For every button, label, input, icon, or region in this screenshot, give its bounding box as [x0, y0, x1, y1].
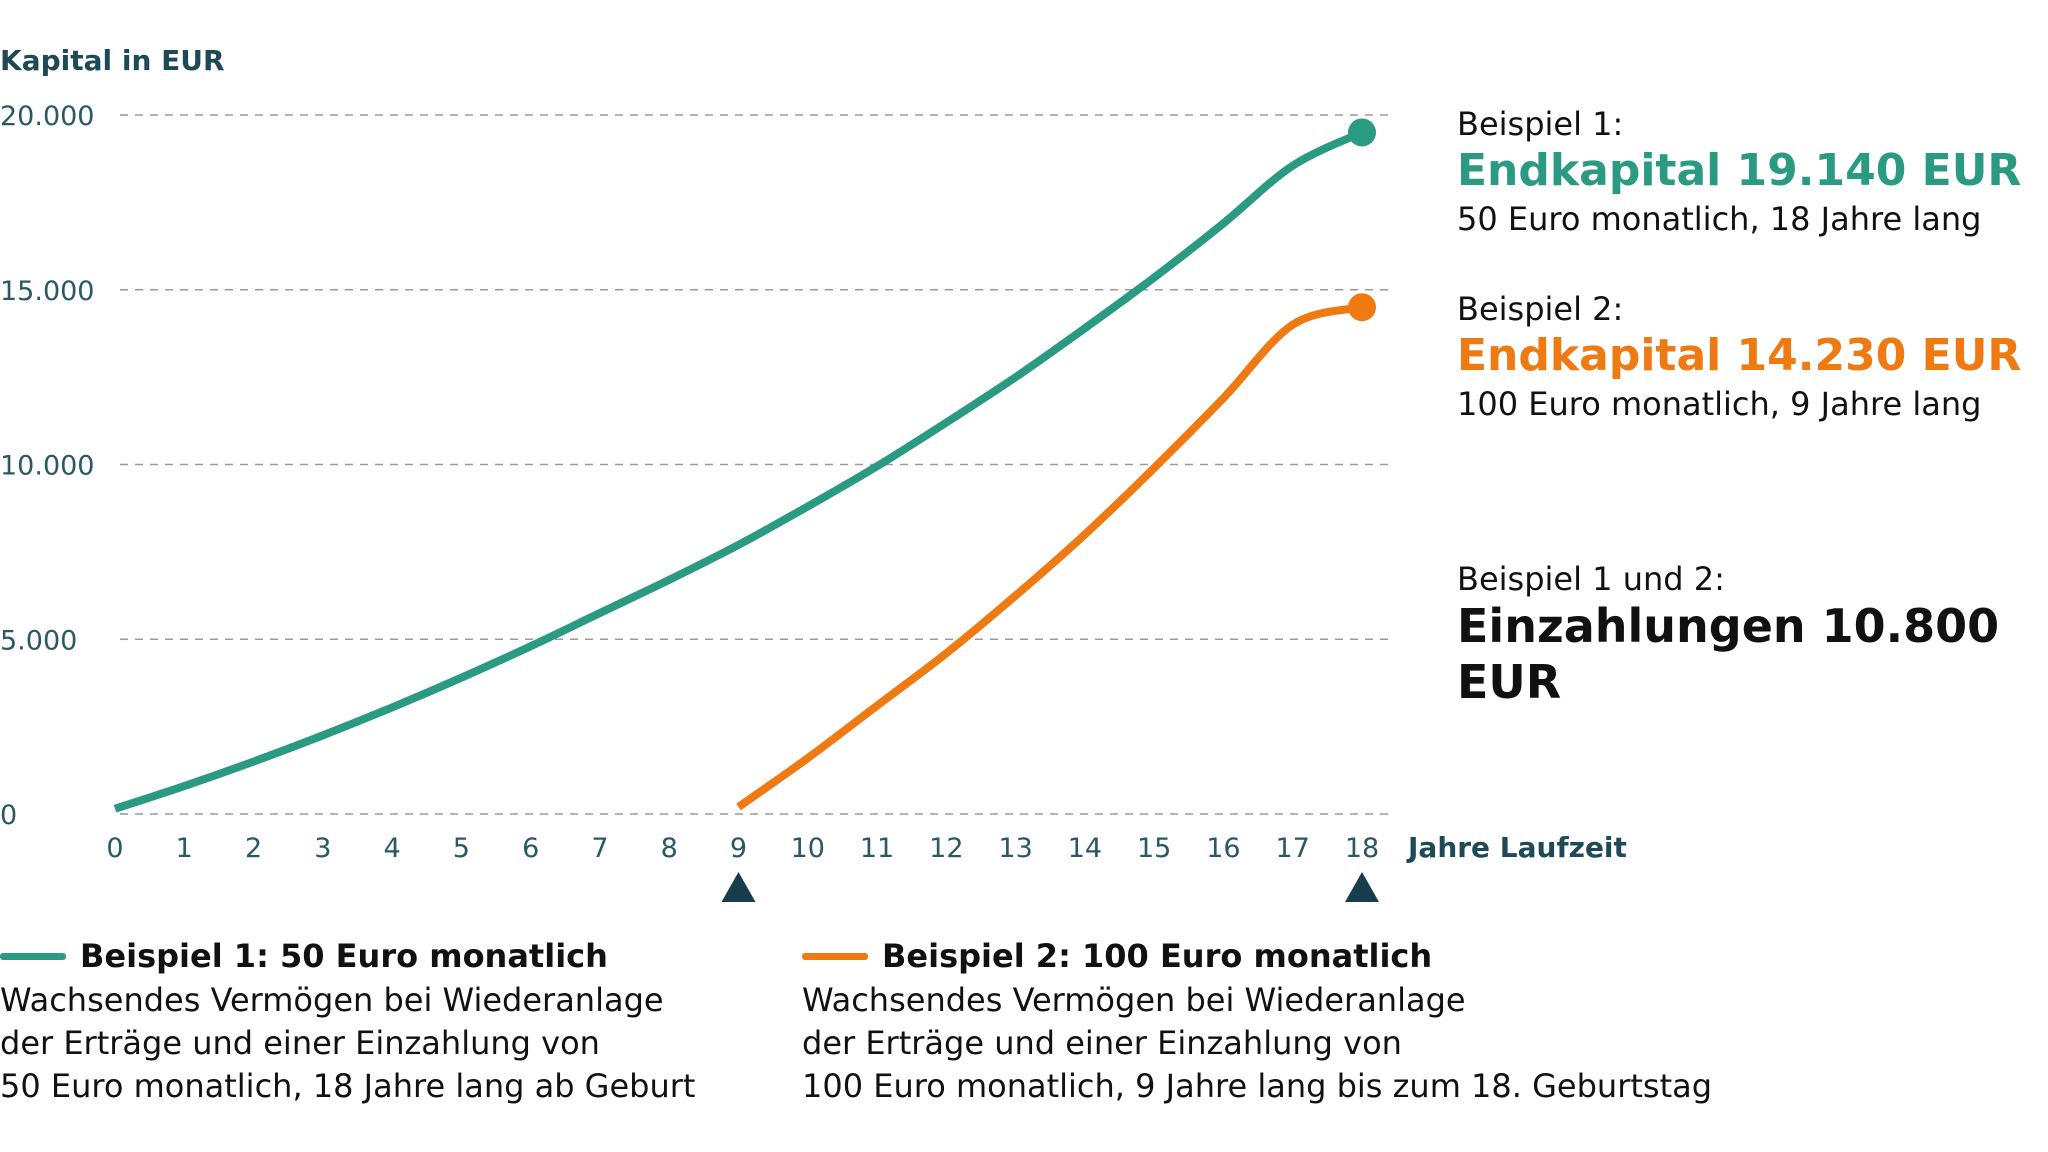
- x-tick-label: 6: [522, 833, 539, 864]
- legend-example-1: Beispiel 1: 50 Euro monatlich Wachsendes…: [0, 935, 695, 1108]
- legend-1-line-2: der Erträge und einer Einzahlung von: [0, 1024, 600, 1062]
- legend-2-description: Wachsendes Vermögen bei Wiederanlage der…: [802, 979, 1712, 1108]
- x-tick-label: 17: [1276, 833, 1310, 864]
- y-tick-labels: 0 5.000 10.000 15.000 20.000: [0, 101, 94, 831]
- legend-2-title: Beispiel 2: 100 Euro monatlich: [882, 937, 1433, 975]
- annotation-2-detail: 100 Euro monatlich, 9 Jahre lang: [1457, 385, 1982, 423]
- y-tick-label: 10.000: [0, 451, 94, 482]
- gridlines: [120, 114, 1392, 815]
- legend-1-line-3: 50 Euro monatlich, 18 Jahre lang ab Gebu…: [0, 1067, 696, 1105]
- legend-1-description: Wachsendes Vermögen bei Wiederanlage der…: [0, 979, 695, 1108]
- legend-2-header: Beispiel 2: 100 Euro monatlich: [802, 935, 1712, 977]
- annotation-3-einzahlungen: Einzahlungen 10.800 EUR: [1457, 599, 2000, 709]
- legend-2-line-3: 100 Euro monatlich, 9 Jahre lang bis zum…: [802, 1067, 1713, 1105]
- series-line-2: [736, 303, 1363, 811]
- x-tick-label: 3: [314, 833, 331, 864]
- annotation-2-prefix: Beispiel 2:: [1457, 290, 1624, 328]
- x-tick-label: 0: [106, 833, 123, 864]
- x-tick-label: 12: [929, 833, 963, 864]
- legend-1-swatch: [0, 952, 66, 960]
- x-axis-label: Jahre Laufzeit: [1406, 831, 1627, 864]
- legend-1-title: Beispiel 1: 50 Euro monatlich: [80, 937, 608, 975]
- x-tick-label: 8: [661, 833, 678, 864]
- x-tick-label: 11: [860, 833, 894, 864]
- annotation-1-endkapital: Endkapital 19.140 EUR: [1457, 145, 2022, 196]
- y-tick-label: 0: [0, 800, 17, 831]
- x-tick-label: 10: [791, 833, 825, 864]
- legend-2-line-1: Wachsendes Vermögen bei Wiederanlage: [802, 981, 1466, 1019]
- legend-2-swatch: [802, 952, 868, 960]
- x-tick-label: 9: [730, 833, 747, 864]
- annotation-example-1: Beispiel 1: Endkapital 19.140 EUR 50 Eur…: [1457, 105, 2021, 239]
- series-line-1: [113, 128, 1364, 813]
- legend-1-header: Beispiel 1: 50 Euro monatlich: [0, 935, 695, 977]
- annotation-both: Beispiel 1 und 2: Einzahlungen 10.800 EU…: [1457, 560, 2048, 710]
- year-marker-triangle: [1345, 872, 1379, 902]
- legend-2-line-2: der Erträge und einer Einzahlung von: [802, 1024, 1402, 1062]
- annotation-3-prefix: Beispiel 1 und 2:: [1457, 560, 1725, 598]
- x-tick-label: 13: [998, 833, 1032, 864]
- annotation-example-2: Beispiel 2: Endkapital 14.230 EUR 100 Eu…: [1457, 290, 2021, 424]
- series-1-end-point: [1348, 118, 1376, 147]
- x-tick-label: 5: [453, 833, 470, 864]
- x-axis-markers: [721, 872, 1379, 902]
- annotation-1-detail: 50 Euro monatlich, 18 Jahre lang: [1457, 200, 1982, 238]
- x-tick-label: 15: [1137, 833, 1171, 864]
- year-marker-triangle: [721, 872, 756, 902]
- x-tick-label: 1: [176, 833, 193, 864]
- x-tick-label: 18: [1345, 833, 1379, 864]
- x-tick-labels: 0 1 2 3 4 5 6 7 8 9 10 11 12 13 14 15 16 17 18: [106, 833, 1379, 864]
- legend-1-line-1: Wachsendes Vermögen bei Wiederanlage: [0, 981, 664, 1019]
- x-tick-label: 7: [591, 833, 608, 864]
- y-axis-label: Kapital in EUR: [0, 44, 225, 77]
- legend-example-2: Beispiel 2: 100 Euro monatlich Wachsende…: [802, 935, 1712, 1108]
- x-tick-label: 4: [384, 833, 401, 864]
- annotation-1-prefix: Beispiel 1:: [1457, 105, 1624, 143]
- x-tick-label: 16: [1206, 833, 1240, 864]
- series-2-end-point: [1348, 293, 1376, 322]
- y-tick-label: 5.000: [0, 625, 77, 656]
- x-tick-label: 14: [1068, 833, 1102, 864]
- x-tick-label: 2: [245, 833, 262, 864]
- y-tick-label: 15.000: [0, 276, 94, 307]
- annotation-2-endkapital: Endkapital 14.230 EUR: [1457, 330, 2022, 381]
- y-tick-label: 20.000: [0, 101, 94, 132]
- series-lines: [113, 118, 1376, 813]
